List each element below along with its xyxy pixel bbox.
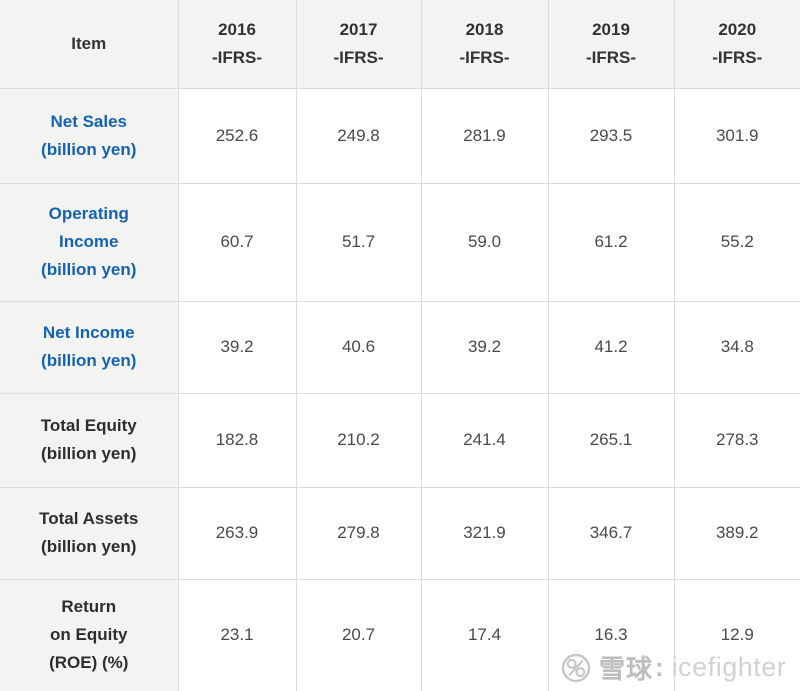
row-label-net-income: Net Income (billion yen) (0, 300, 179, 394)
value-cell-total-equity-2017: 210.2 (295, 392, 422, 488)
label-line: (billion yen) (41, 351, 137, 370)
value-cell-total-equity-2018: 241.4 (420, 392, 549, 488)
value-cell-net-sales-2020: 301.9 (673, 87, 800, 184)
value-cell-total-equity-2020: 278.3 (673, 392, 800, 488)
value-cell-net-income-2020: 34.8 (673, 300, 800, 394)
value-cell-operating-income-2016: 60.7 (177, 182, 297, 302)
row-label-return-on-equity: Return on Equity (ROE) (%) (0, 578, 179, 691)
label-line: Total Equity (40, 416, 137, 435)
value-cell-roe-2018: 17.4 (420, 578, 549, 691)
value-cell-net-income-2016: 39.2 (177, 300, 297, 394)
value-cell-total-equity-2019: 265.1 (547, 392, 675, 488)
table-row-net-income: Net Income (billion yen) 39.2 40.6 39.2 … (0, 300, 800, 394)
value-cell-roe-2019: 16.3 (547, 578, 675, 691)
accounting-standard-label: -IFRS- (211, 47, 263, 67)
table-row-total-equity: Total Equity (billion yen) 182.8 210.2 2… (0, 392, 800, 488)
row-label-total-equity: Total Equity (billion yen) (0, 392, 179, 488)
value-cell-net-income-2018: 39.2 (420, 300, 549, 394)
value-cell-total-assets-2016: 263.9 (177, 486, 297, 580)
table-row-total-assets: Total Assets (billion yen) 263.9 279.8 3… (0, 486, 800, 580)
row-label-total-assets: Total Assets (billion yen) (0, 486, 179, 580)
value-cell-roe-2017: 20.7 (295, 578, 422, 691)
table-row-operating-income: Operating Income (billion yen) 60.7 51.7… (0, 182, 800, 302)
header-cell-2017: 2017 -IFRS- (295, 0, 422, 89)
label-line: Operating (48, 204, 129, 223)
value-cell-total-assets-2018: 321.9 (420, 486, 549, 580)
accounting-standard-label: -IFRS- (333, 47, 384, 67)
table-header-row: Item 2016 -IFRS- 2017 -IFRS- 2018 -IFRS-… (0, 0, 800, 89)
value-cell-total-assets-2017: 279.8 (295, 486, 422, 580)
value-cell-net-sales-2017: 249.8 (295, 87, 422, 184)
value-cell-operating-income-2020: 55.2 (673, 182, 800, 302)
header-cell-2016: 2016 -IFRS- (177, 0, 297, 89)
value-cell-net-sales-2016: 252.6 (177, 87, 297, 184)
header-cell-2020: 2020 -IFRS- (673, 0, 800, 89)
label-line: (billion yen) (41, 139, 137, 159)
label-line: Net Sales (50, 111, 128, 131)
row-label-operating-income: Operating Income (billion yen) (0, 182, 179, 302)
year-label: 2019 (592, 19, 630, 39)
accounting-standard-label: -IFRS- (459, 47, 510, 67)
header-cell-2019: 2019 -IFRS- (547, 0, 675, 89)
header-cell-item: Item (0, 0, 179, 89)
value-cell-net-sales-2018: 281.9 (420, 87, 549, 184)
label-line: Income (58, 232, 119, 251)
label-line: Return (61, 597, 117, 617)
label-line: (billion yen) (41, 260, 137, 279)
label-line: on Equity (50, 625, 128, 645)
header-item-label: Item (71, 33, 107, 53)
value-cell-net-income-2019: 41.2 (547, 300, 675, 394)
label-line: Net Income (42, 323, 135, 342)
value-cell-operating-income-2018: 59.0 (420, 182, 549, 302)
value-cell-total-assets-2019: 346.7 (547, 486, 675, 580)
value-cell-roe-2020: 12.9 (673, 578, 800, 691)
value-cell-net-income-2017: 40.6 (295, 300, 422, 394)
year-label: 2018 (465, 19, 504, 39)
table-row-net-sales: Net Sales (billion yen) 252.6 249.8 281.… (0, 87, 800, 184)
accounting-standard-label: -IFRS- (712, 47, 763, 67)
label-line: (billion yen) (41, 537, 137, 556)
label-line: Total Assets (39, 509, 139, 528)
year-label: 2020 (718, 19, 757, 39)
label-line: (ROE) (%) (49, 653, 129, 673)
header-cell-2018: 2018 -IFRS- (420, 0, 549, 89)
year-label: 2016 (218, 19, 256, 39)
value-cell-net-sales-2019: 293.5 (547, 87, 675, 184)
row-label-net-sales: Net Sales (billion yen) (0, 87, 179, 184)
value-cell-roe-2016: 23.1 (177, 578, 297, 691)
value-cell-operating-income-2019: 61.2 (547, 182, 675, 302)
value-cell-total-assets-2020: 389.2 (673, 486, 800, 580)
table-row-return-on-equity: Return on Equity (ROE) (%) 23.1 20.7 17.… (0, 578, 800, 691)
year-label: 2017 (339, 19, 378, 39)
accounting-standard-label: -IFRS- (585, 47, 637, 67)
value-cell-total-equity-2016: 182.8 (177, 392, 297, 488)
value-cell-operating-income-2017: 51.7 (295, 182, 422, 302)
label-line: (billion yen) (41, 444, 137, 463)
